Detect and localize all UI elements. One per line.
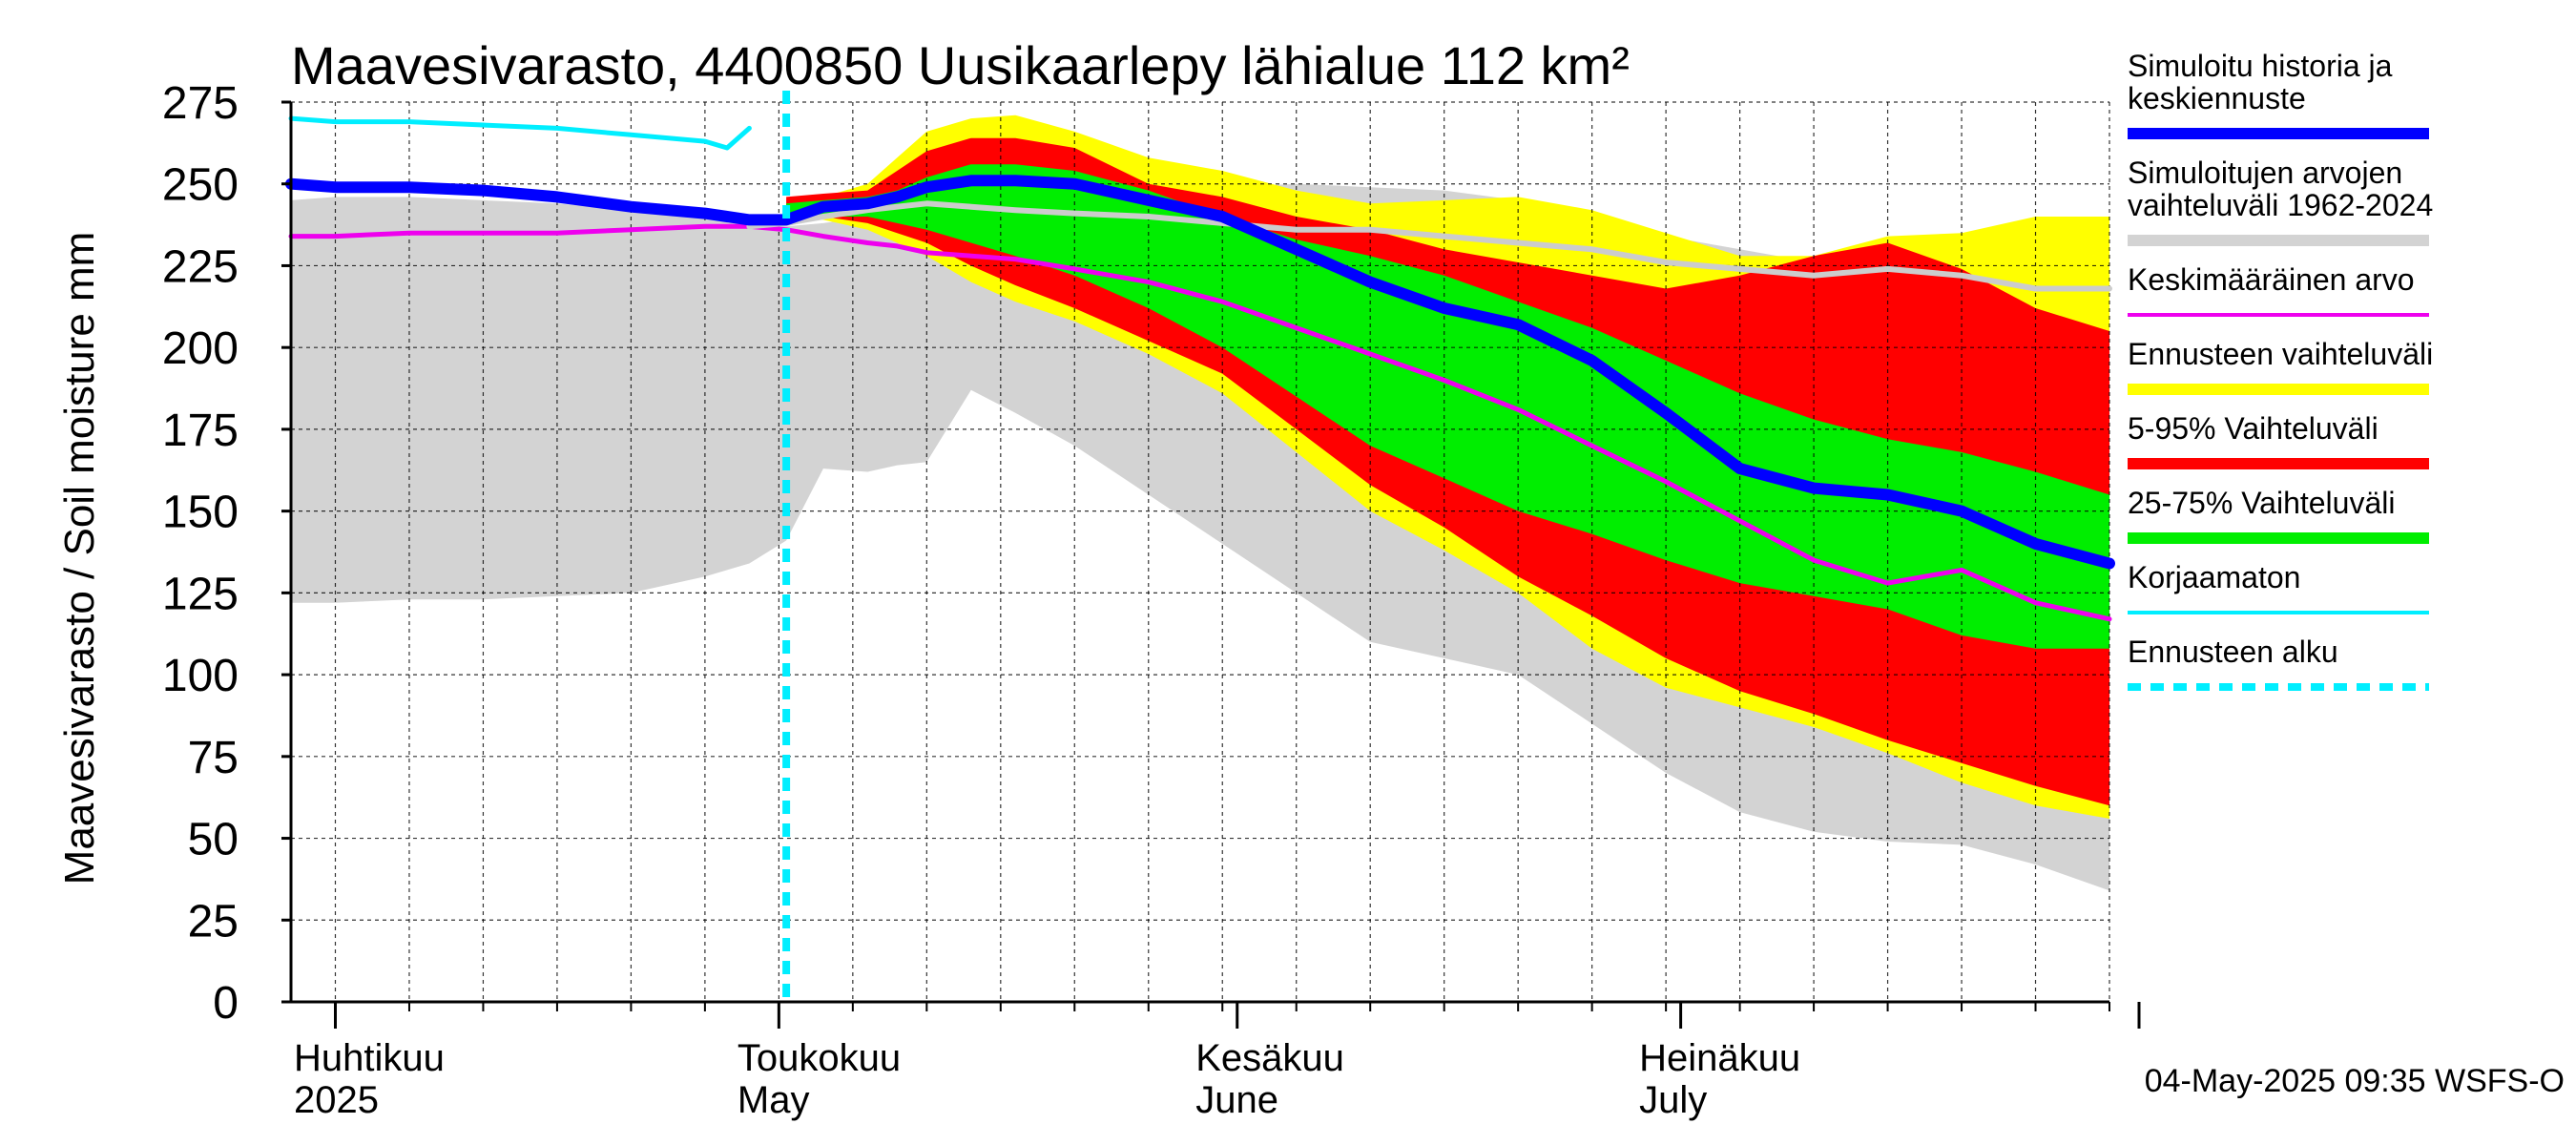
month-sublabel-june: June <box>1195 1079 1278 1121</box>
series-lines <box>285 91 2115 1002</box>
month-sublabel-july: July <box>1639 1079 1707 1121</box>
month-sublabel-may: May <box>737 1079 810 1121</box>
month-label-kesakuu: Kesäkuu <box>1195 1037 1344 1079</box>
plot-area <box>285 91 2115 1004</box>
y-tick-label-250: 250 <box>162 160 239 211</box>
legend-label-simuloitu-historia-ja-keskiennuste: Simuloitu historia ja <box>2128 49 2393 83</box>
y-axis-ticks: 0 25 50 75 100 125 150 175 200 225 250 275 <box>162 78 291 1029</box>
line-median-of-simulated-range <box>746 200 2112 292</box>
month-label-huhtikuu: Huhtikuu <box>294 1037 445 1079</box>
y-tick-label-100: 100 <box>162 651 239 701</box>
legend-label-simuloitu-historia-ja-keskiennuste-line2: keskiennuste <box>2128 81 2306 115</box>
y-tick-label-25: 25 <box>188 896 239 947</box>
legend-label-ennusteen-alku: Ennusteen alku <box>2128 635 2338 669</box>
y-tick-label-125: 125 <box>162 569 239 619</box>
legend-label-keskimaarainen-arvo: Keskimääräinen arvo <box>2128 262 2415 297</box>
timestamp-footer: 04-May-2025 09:35 WSFS-O <box>2145 1063 2565 1099</box>
x-axis-ticks <box>333 1002 2141 1029</box>
line-keskimaarainen-arvo <box>288 223 2112 622</box>
legend-label-25-75-vaihteluvali: 25-75% Vaihteluväli <box>2128 486 2395 520</box>
y-tick-label-150: 150 <box>162 488 239 538</box>
legend-label-ennusteen-vaihteluvali: Ennusteen vaihteluväli <box>2128 337 2433 371</box>
legend-label-simuloitujen-arvojen-vaihteluvali-1962-2024-line2: vaihteluväli 1962-2024 <box>2128 188 2433 222</box>
y-tick-label-275: 275 <box>162 78 239 129</box>
y-tick-label-175: 175 <box>162 406 239 456</box>
month-sublabel-2025: 2025 <box>294 1079 379 1121</box>
line-simuloitu-historia-ja-keskiennuste <box>285 175 2115 570</box>
line-korjaamaton <box>288 115 752 151</box>
legend-label-5-95-vaihteluvali: 5-95% Vaihteluväli <box>2128 411 2379 446</box>
legend-label-simuloitujen-arvojen-vaihteluvali-1962-2024: Simuloitujen arvojen <box>2128 156 2402 190</box>
month-label-heinakuu: Heinäkuu <box>1639 1037 1800 1079</box>
range-bands <box>291 114 2109 891</box>
band-25-75-vaihteluvali <box>786 164 2109 649</box>
y-axis-label: Maavesivarasto / Soil moisture mm <box>56 232 103 885</box>
grid-lines <box>291 101 2110 1003</box>
y-tick-label-0: 0 <box>213 978 239 1029</box>
month-label-toukokuu: Toukokuu <box>737 1037 901 1079</box>
chart-title: Maavesivarasto, 4400850 Uusikaarlepy läh… <box>291 35 1630 95</box>
y-tick-label-50: 50 <box>188 815 239 865</box>
legend-label-korjaamaton: Korjaamaton <box>2128 560 2300 594</box>
y-tick-label-200: 200 <box>162 323 239 374</box>
y-tick-label-75: 75 <box>188 733 239 783</box>
y-tick-label-225: 225 <box>162 241 239 292</box>
